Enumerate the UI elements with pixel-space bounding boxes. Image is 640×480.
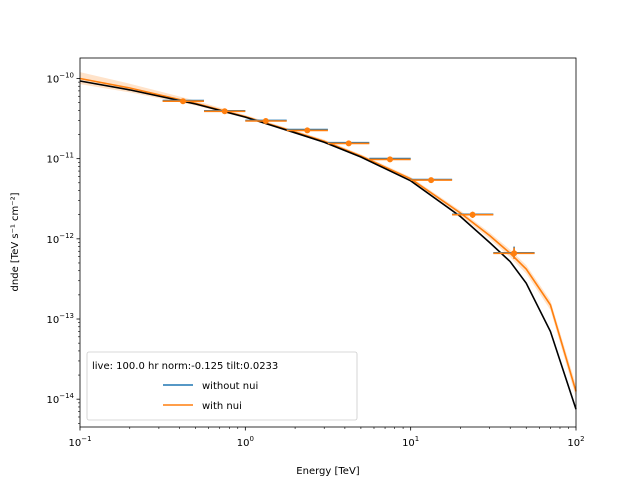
x-tick-label: 10−1 <box>68 435 91 449</box>
point-with-nui-6 <box>428 177 435 184</box>
legend-title: live: 100.0 hr norm:-0.125 tilt:0.0233 <box>92 361 278 372</box>
legend-label-with-nui: with nui <box>202 401 242 412</box>
legend-label-without-nui: without nui <box>202 381 258 392</box>
point-with-nui-4 <box>345 140 352 147</box>
y-tick-label: 10−12 <box>46 232 74 246</box>
y-axis-ticks: 10−14 10−13 10−12 10−11 10−10 <box>46 71 80 424</box>
flux-points-layer <box>162 98 535 259</box>
y-tick-label: 10−13 <box>46 312 74 326</box>
legend-frame <box>86 351 358 421</box>
point-with-nui-2 <box>262 118 269 124</box>
model-curve-layer <box>79 80 577 410</box>
legend: live: 100.0 hr norm:-0.125 tilt:0.0233 w… <box>86 351 358 421</box>
x-tick-label: 100 <box>237 435 254 449</box>
model-curve <box>79 80 577 410</box>
y-tick-label: 10−11 <box>46 152 74 166</box>
point-with-nui-0 <box>180 98 186 105</box>
y-tick-label: 10−14 <box>46 392 74 406</box>
point-with-nui-8 <box>511 250 518 257</box>
y-tick-label: 10−10 <box>46 71 74 85</box>
y-axis-label: dnde [TeV s⁻¹ cm⁻²] <box>10 192 21 291</box>
point-with-nui-1 <box>221 108 228 115</box>
x-axis-label: Energy [TeV] <box>296 466 359 477</box>
point-with-nui-3 <box>304 127 311 134</box>
x-tick-label: 102 <box>567 435 584 449</box>
x-axis-ticks: 10−1 100 101 102 <box>68 427 585 449</box>
x-tick-label: 101 <box>402 435 419 449</box>
point-with-nui-5 <box>387 156 393 163</box>
point-with-nui-7 <box>469 211 476 218</box>
